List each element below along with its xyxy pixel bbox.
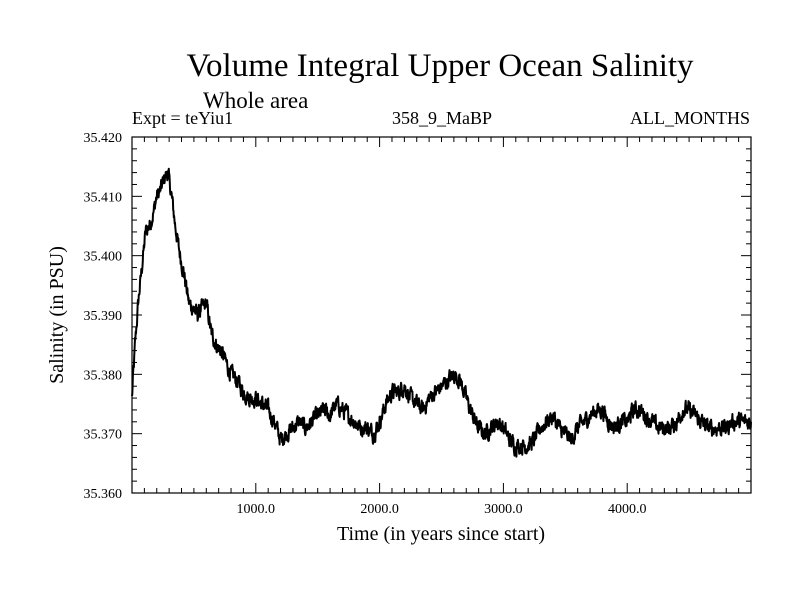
months-label: ALL_MONTHS — [630, 108, 750, 128]
x-tick-label: 1000.0 — [237, 502, 276, 517]
y-tick-label: 35.390 — [84, 309, 123, 324]
tick-labels: 1000.0 2000.0 3000.0 4000.0 35.360 35.370 35.3… — [84, 131, 647, 517]
plot-frame — [131, 136, 752, 494]
chart-title: Volume Integral Upper Ocean Salinity — [186, 48, 694, 84]
x-tick-label: 3000.0 — [484, 502, 523, 517]
chart-subtitle: Whole area — [203, 88, 309, 113]
y-tick-label: 35.410 — [84, 190, 123, 205]
y-tick-label: 35.380 — [84, 368, 123, 383]
axis-ticks — [132, 137, 751, 493]
x-tick-label: 4000.0 — [608, 502, 647, 517]
y-tick-label: 35.370 — [84, 428, 123, 443]
run-label: 358_9_MaBP — [391, 108, 492, 128]
x-tick-label: 2000.0 — [360, 502, 399, 517]
y-tick-label: 35.420 — [84, 131, 123, 146]
y-tick-label: 35.360 — [84, 487, 123, 502]
series-line-salinity — [131, 167, 752, 458]
y-axis-title: Salinity (in PSU) — [46, 246, 68, 384]
y-tick-label: 35.400 — [84, 250, 123, 265]
x-axis-title: Time (in years since start) — [337, 523, 545, 545]
expt-label: Expt = teYiu1 — [132, 108, 234, 128]
